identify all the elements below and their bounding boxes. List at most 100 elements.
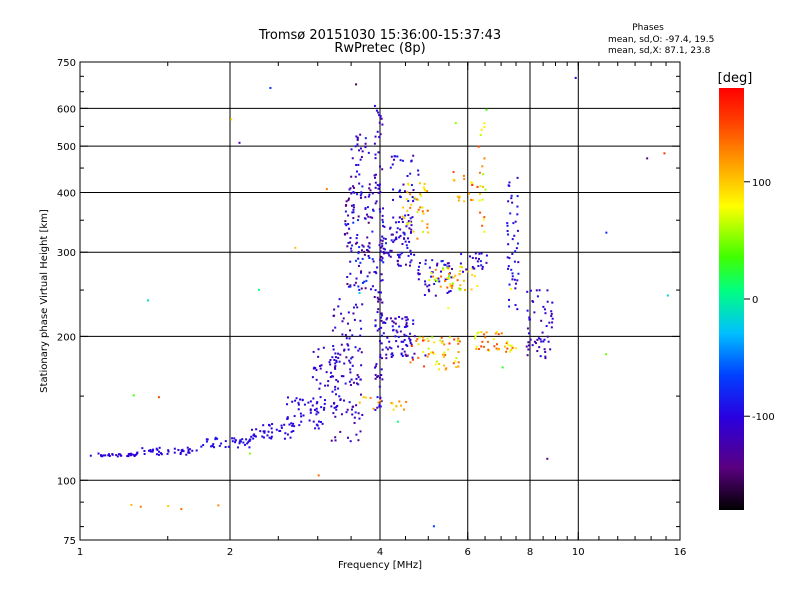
data-point — [457, 365, 460, 368]
data-point — [371, 192, 374, 195]
data-point — [527, 341, 530, 344]
data-point — [294, 246, 297, 249]
data-point — [385, 353, 388, 356]
data-point — [248, 452, 251, 455]
data-point — [349, 241, 352, 244]
data-point — [130, 503, 133, 506]
data-point — [506, 343, 509, 346]
data-point — [412, 322, 415, 325]
data-point — [212, 443, 215, 446]
data-point — [485, 108, 488, 111]
data-point — [417, 169, 420, 172]
data-point — [544, 357, 547, 360]
data-point — [605, 353, 608, 356]
data-point — [544, 312, 547, 315]
data-point — [403, 408, 406, 411]
data-point — [511, 346, 514, 349]
data-point — [379, 165, 382, 168]
data-point — [129, 452, 132, 455]
data-point — [482, 185, 485, 188]
data-point — [359, 261, 362, 264]
data-point — [422, 336, 425, 339]
data-point — [536, 338, 539, 341]
data-point — [334, 356, 337, 359]
data-point — [510, 197, 513, 200]
data-point — [180, 508, 183, 511]
data-point — [352, 217, 355, 220]
data-point — [401, 243, 404, 246]
data-point — [355, 135, 358, 138]
data-point — [543, 308, 546, 311]
data-point — [343, 399, 346, 402]
data-point — [392, 188, 395, 191]
data-point — [334, 326, 337, 329]
data-point — [427, 347, 430, 350]
data-point — [374, 157, 377, 160]
data-point — [506, 256, 509, 259]
data-point — [107, 454, 110, 457]
data-point — [315, 368, 318, 371]
data-point — [426, 209, 429, 212]
data-point — [152, 448, 155, 451]
data-point — [377, 187, 380, 190]
data-point — [385, 357, 388, 360]
data-point — [303, 403, 306, 406]
data-point — [159, 452, 162, 455]
data-point — [359, 393, 362, 396]
data-point — [477, 145, 480, 148]
data-point — [359, 271, 362, 274]
data-point — [224, 440, 227, 443]
data-point — [357, 383, 360, 386]
data-point — [300, 415, 303, 418]
data-point — [512, 222, 515, 225]
data-point — [550, 315, 553, 318]
data-point — [516, 205, 519, 208]
data-point — [546, 289, 549, 292]
data-point — [382, 250, 385, 253]
data-point — [381, 257, 384, 260]
data-point — [439, 285, 442, 288]
data-point — [402, 183, 405, 186]
data-point — [345, 337, 348, 340]
data-point — [449, 290, 452, 293]
data-point — [349, 368, 352, 371]
data-point — [401, 354, 404, 357]
data-point — [421, 220, 424, 223]
data-point — [290, 422, 293, 425]
data-point — [401, 218, 404, 221]
data-point — [431, 336, 434, 339]
data-point — [394, 221, 397, 224]
data-point — [131, 453, 134, 456]
data-point — [505, 350, 508, 353]
data-point — [286, 433, 289, 436]
data-point — [346, 282, 349, 285]
data-point — [441, 353, 444, 356]
data-point — [213, 446, 216, 449]
data-point — [405, 355, 408, 358]
data-point — [476, 185, 479, 188]
data-point — [330, 375, 333, 378]
data-point — [501, 366, 504, 369]
data-point — [388, 340, 391, 343]
data-point — [376, 130, 379, 133]
data-point — [167, 504, 170, 507]
data-point — [475, 348, 478, 351]
data-point — [471, 273, 474, 276]
data-point — [483, 122, 486, 125]
data-point — [377, 191, 380, 194]
axis-ticks: 1 2 4 6 8 10 16 75 100 200 300 400 500 600 750 — [57, 58, 686, 558]
data-point — [104, 454, 107, 457]
data-point — [480, 331, 483, 334]
data-point — [363, 250, 366, 253]
y-tick-label: 300 — [57, 248, 76, 259]
data-point — [251, 428, 254, 431]
data-point — [349, 361, 352, 364]
data-point — [399, 253, 402, 256]
data-point — [508, 257, 511, 260]
data-point — [374, 365, 377, 368]
data-point — [357, 439, 360, 442]
data-point — [446, 277, 449, 280]
data-point — [350, 247, 353, 250]
data-point — [526, 309, 529, 312]
data-point — [527, 348, 530, 351]
